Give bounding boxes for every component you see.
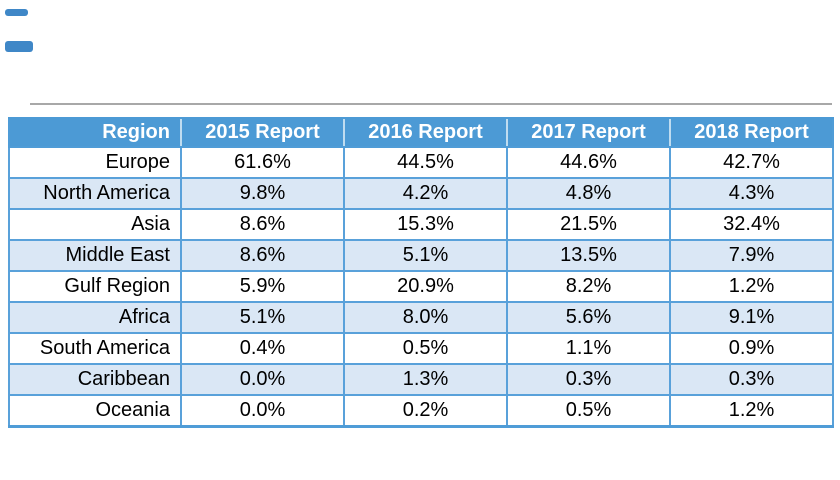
region-report-table: Region 2015 Report 2016 Report 2017 Repo… [8,117,834,428]
value-cell: 0.0% [180,363,345,396]
value-cell: 8.6% [180,208,345,241]
value-cell: 0.0% [180,394,345,427]
value-cell: 1.2% [669,270,834,303]
value-cell: 4.3% [669,177,834,210]
value-cell: 13.5% [506,239,671,272]
region-cell: Oceania [8,394,182,427]
table-row-asia: Asia 8.6% 15.3% 21.5% 32.4% [8,208,834,241]
column-header-region: Region [9,117,181,148]
table-row-africa: Africa 5.1% 8.0% 5.6% 9.1% [8,301,834,334]
header-row: Region 2015 Report 2016 Report 2017 Repo… [9,117,833,148]
value-cell: 5.9% [180,270,345,303]
value-cell: 9.1% [669,301,834,334]
value-cell: 0.3% [669,363,834,396]
blue-dash-artifact-2 [5,41,33,52]
table-row-oceania: Oceania 0.0% 0.2% 0.5% 1.2% [8,394,834,427]
blue-dash-artifact-1 [5,9,28,16]
horizontal-rule [30,103,832,105]
region-cell: Asia [8,208,182,241]
region-cell: Europe [8,146,182,179]
value-cell: 32.4% [669,208,834,241]
value-cell: 4.8% [506,177,671,210]
value-cell: 0.2% [343,394,508,427]
column-header-2015-report: 2015 Report [180,117,344,148]
value-cell: 8.0% [343,301,508,334]
value-cell: 0.9% [669,332,834,365]
table-row-north-america: North America 9.8% 4.2% 4.8% 4.3% [8,177,834,210]
value-cell: 8.6% [180,239,345,272]
region-cell: Middle East [8,239,182,272]
value-cell: 9.8% [180,177,345,210]
table-row-caribbean: Caribbean 0.0% 1.3% 0.3% 0.3% [8,363,834,396]
value-cell: 61.6% [180,146,345,179]
region-cell: Africa [8,301,182,334]
column-header-2016-report: 2016 Report [343,117,507,148]
region-cell: North America [8,177,182,210]
value-cell: 20.9% [343,270,508,303]
value-cell: 1.1% [506,332,671,365]
table-row-middle-east: Middle East 8.6% 5.1% 13.5% 7.9% [8,239,834,272]
value-cell: 4.2% [343,177,508,210]
value-cell: 0.5% [343,332,508,365]
region-cell: Gulf Region [8,270,182,303]
column-header-2017-report: 2017 Report [506,117,670,148]
column-header-2018-report: 2018 Report [669,117,833,148]
value-cell: 15.3% [343,208,508,241]
value-cell: 0.4% [180,332,345,365]
value-cell: 5.6% [506,301,671,334]
region-cell: Caribbean [8,363,182,396]
value-cell: 0.5% [506,394,671,427]
value-cell: 8.2% [506,270,671,303]
value-cell: 21.5% [506,208,671,241]
region-cell: South America [8,332,182,365]
value-cell: 1.3% [343,363,508,396]
value-cell: 44.5% [343,146,508,179]
value-cell: 42.7% [669,146,834,179]
table-row-south-america: South America 0.4% 0.5% 1.1% 0.9% [8,332,834,365]
table-row-gulf-region: Gulf Region 5.9% 20.9% 8.2% 1.2% [8,270,834,303]
value-cell: 44.6% [506,146,671,179]
table-row-europe: Europe 61.6% 44.5% 44.6% 42.7% [8,146,834,179]
value-cell: 0.3% [506,363,671,396]
value-cell: 7.9% [669,239,834,272]
value-cell: 5.1% [180,301,345,334]
value-cell: 1.2% [669,394,834,427]
value-cell: 5.1% [343,239,508,272]
